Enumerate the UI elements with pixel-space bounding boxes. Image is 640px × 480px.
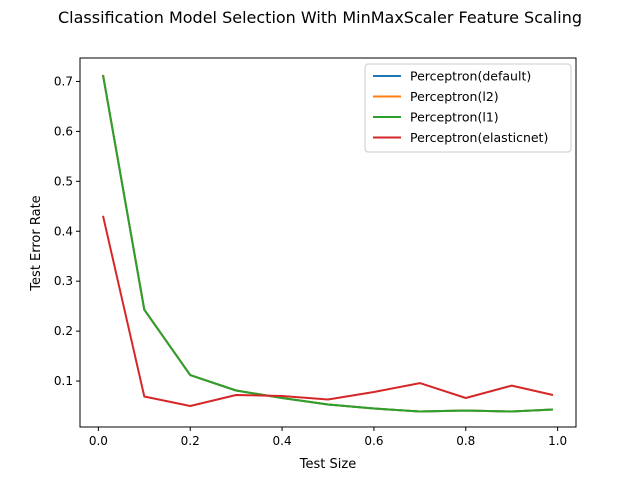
series-line-2 — [102, 74, 554, 413]
y-tick-label: 0.4 — [54, 224, 73, 238]
x-tick-label: 1.0 — [548, 434, 567, 448]
x-tick-label: 0.2 — [181, 434, 200, 448]
x-axis-label: Test Size — [299, 457, 356, 472]
y-tick-label: 0.2 — [54, 324, 73, 338]
legend: Perceptron(default) Perceptron(l2) Percept… — [364, 63, 572, 153]
y-tick-label: 0.1 — [54, 374, 73, 388]
chart-title: Classification Model Selection With MinM… — [58, 8, 582, 27]
legend-label-0: Perceptron(default) — [410, 69, 531, 84]
series-layer — [102, 74, 554, 413]
y-tick-label: 0.3 — [54, 274, 73, 288]
x-tick-label: 0.0 — [89, 434, 108, 448]
x-tick-label: 0.8 — [456, 434, 475, 448]
y-tick-label: 0.5 — [54, 174, 73, 188]
legend-box — [364, 63, 572, 153]
axes-frame — [79, 57, 577, 428]
x-tick-label: 0.6 — [364, 434, 383, 448]
y-axis-label: Test Error Rate — [29, 195, 44, 291]
y-tick-label: 0.7 — [54, 74, 73, 88]
series-line-3 — [102, 215, 554, 407]
axes-layer: 0.0 0.2 0.4 0.6 0.8 1.0 0.1 0.2 0.3 0.4 0.5 0.6 0.7 — [54, 57, 577, 448]
legend-label-2: Perceptron(l1) — [410, 110, 499, 125]
x-tick-label: 0.4 — [273, 434, 292, 448]
y-tick-label: 0.6 — [54, 124, 73, 138]
legend-label-3: Perceptron(elasticnet) — [410, 130, 548, 145]
legend-label-1: Perceptron(l2) — [410, 89, 499, 104]
